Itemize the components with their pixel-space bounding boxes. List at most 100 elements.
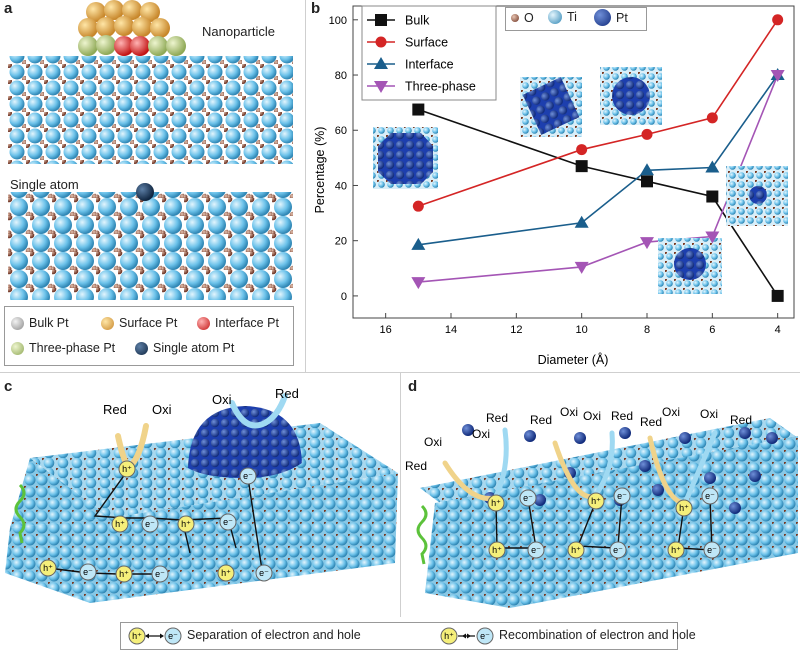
tio2-slab-nanoparticle xyxy=(8,56,293,164)
svg-text:h⁺: h⁺ xyxy=(119,569,129,579)
svg-text:h⁺: h⁺ xyxy=(444,631,454,641)
three-phase-pt-swatch xyxy=(11,341,24,355)
legend-single-atom-pt: Single atom Pt xyxy=(135,341,234,355)
legend-interface-pt: Interface Pt xyxy=(197,316,279,330)
inset-particle-4 xyxy=(726,166,788,226)
data-point-interface xyxy=(574,215,589,228)
single-pt-atom xyxy=(136,183,154,201)
svg-text:h⁺: h⁺ xyxy=(122,464,132,474)
series-line-bulk xyxy=(418,108,779,297)
svg-text:h⁺: h⁺ xyxy=(221,568,231,578)
d-label-0: Oxi xyxy=(424,435,442,449)
c-label-red-1: Red xyxy=(103,402,127,417)
svg-text:h⁺: h⁺ xyxy=(491,498,501,508)
element-legend-pt: Pt xyxy=(594,9,628,26)
nanoparticle xyxy=(78,0,186,56)
series-line-three-phase xyxy=(418,74,779,283)
data-point-surface xyxy=(641,128,653,140)
y-tick-label: 40 xyxy=(335,180,347,192)
d-label-10: Oxi xyxy=(700,407,718,421)
d-label-4: Red xyxy=(530,413,552,427)
svg-text:e⁻: e⁻ xyxy=(531,545,541,555)
slab-body-c xyxy=(5,473,398,603)
interface-pt-swatch xyxy=(197,316,210,330)
y-tick-label: 80 xyxy=(335,70,347,82)
legend-label-interface: Interface xyxy=(405,58,454,72)
x-axis-label: Diameter (Å) xyxy=(538,352,609,367)
data-point-bulk xyxy=(706,190,719,203)
data-point-interface xyxy=(411,237,426,250)
inset-particle-6 xyxy=(658,238,722,294)
pt-swatch xyxy=(594,9,611,26)
legend-surface-pt: Surface Pt xyxy=(101,316,177,330)
legend-marker-bulk xyxy=(375,14,387,26)
svg-text:h⁺: h⁺ xyxy=(181,519,191,529)
svg-text:e⁻: e⁻ xyxy=(705,491,715,501)
nanoparticle-label: Nanoparticle xyxy=(202,24,275,39)
svg-text:e⁻: e⁻ xyxy=(480,631,490,641)
y-tick-label: 0 xyxy=(341,291,347,303)
data-point-interface xyxy=(640,163,654,176)
svg-text:h⁺: h⁺ xyxy=(671,545,681,555)
inset-particle-8 xyxy=(600,67,662,125)
data-point-bulk xyxy=(641,175,653,188)
legend-label-surface: Surface xyxy=(405,36,448,50)
svg-text:e⁻: e⁻ xyxy=(223,517,233,527)
svg-text:h⁺: h⁺ xyxy=(492,545,502,555)
legend-marker-surface xyxy=(375,36,387,48)
ti-swatch xyxy=(548,10,562,24)
panel-d-letter: d xyxy=(408,378,418,395)
x-tick-label: 4 xyxy=(775,324,781,336)
series-legend: Bulk Surface Interface Three-phase xyxy=(361,5,497,101)
x-tick-label: 12 xyxy=(510,324,522,336)
single-atom-pt-swatch xyxy=(135,341,148,355)
charge-legend: h⁺ e⁻ Separation of electron and hole h⁺… xyxy=(120,622,696,650)
panel-a-letter: a xyxy=(4,0,13,17)
single-atom-label: Single atom xyxy=(10,177,79,192)
pt-nanoparticle-c xyxy=(188,406,302,478)
series-markers xyxy=(411,14,785,302)
recombination-icon: h⁺ e⁻ xyxy=(440,627,494,645)
legend-marker-three-phase xyxy=(374,81,388,93)
d-label-8: Red xyxy=(640,415,662,429)
data-point-surface xyxy=(576,144,588,156)
d-label-5: Oxi xyxy=(560,405,578,419)
data-point-three-phase xyxy=(574,261,589,274)
x-tick-label: 16 xyxy=(380,324,392,336)
d-label-6: Oxi xyxy=(583,409,601,423)
c-label-oxi-1: Oxi xyxy=(152,402,172,417)
d-label-1: Red xyxy=(405,459,427,473)
x-tick-label: 6 xyxy=(709,324,715,336)
svg-text:h⁺: h⁺ xyxy=(43,563,53,573)
data-point-surface xyxy=(772,14,784,26)
x-tick-label: 14 xyxy=(445,324,457,336)
data-point-interface xyxy=(705,160,720,173)
x-tick-label: 10 xyxy=(576,324,588,336)
data-point-surface xyxy=(412,200,424,212)
inset-particle-10 xyxy=(520,77,582,137)
col-divider-top xyxy=(305,0,306,372)
panel-c-letter: c xyxy=(4,378,13,395)
y-tick-label: 60 xyxy=(335,125,347,137)
svg-text:h⁺: h⁺ xyxy=(679,503,689,513)
y-tick-label: 100 xyxy=(329,15,347,27)
light-wave-c xyxy=(14,483,26,544)
bulk-pt-swatch xyxy=(11,316,24,330)
light-wave-d xyxy=(416,504,428,565)
panel-b-letter: b xyxy=(311,0,321,17)
panel-a-legend: Bulk Pt Surface Pt Interface Pt Three-ph… xyxy=(4,306,294,366)
y-axis-label: Percentage (%) xyxy=(313,127,327,214)
separation-icon: h⁺ e⁻ xyxy=(128,627,182,645)
data-point-three-phase xyxy=(640,237,654,250)
legend-bulk-pt: Bulk Pt xyxy=(11,316,69,330)
panel-a-illustration xyxy=(8,0,293,300)
charges-c: h⁺ e⁻ h⁺ e⁻ h⁺ e⁻ h⁺ e⁻ h⁺ e⁻ h⁺ e⁻ xyxy=(39,460,273,583)
inset-particle-15 xyxy=(373,127,438,189)
surface-pt-swatch xyxy=(101,316,114,330)
d-label-3: Oxi xyxy=(472,427,490,441)
element-legend-ti: Ti xyxy=(548,10,577,24)
d-label-2: Red xyxy=(486,411,508,425)
d-label-9: Oxi xyxy=(662,405,680,419)
